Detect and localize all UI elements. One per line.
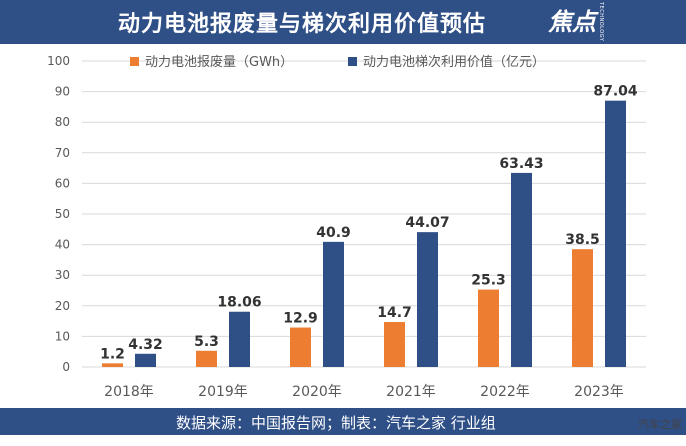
y-tick-label: 10 (55, 329, 70, 343)
y-tick-label: 100 (47, 54, 70, 68)
data-label: 38.5 (565, 232, 600, 248)
bar-scrap-volume (384, 322, 405, 367)
bar-scrap-volume (572, 249, 593, 367)
y-tick-label: 80 (55, 115, 70, 129)
bar-scrap-volume (290, 327, 311, 367)
x-tick-label: 2018年 (104, 384, 154, 400)
brand-logo: 焦点 TECHNOLOGY (548, 2, 604, 41)
brand-logo-subtext: TECHNOLOGY (598, 2, 604, 42)
bar-chart: 0 10 20 30 40 50 60 70 80 90 100 1.24.32 2018年 5.3 18.… (47, 54, 646, 400)
y-tick-label: 70 (55, 146, 70, 160)
chart-title: 动力电池报废量与梯次利用价值预估 (118, 12, 487, 37)
legend-label: 动力电池梯次利用价值（亿元） (363, 54, 545, 70)
data-label: 40.9 (316, 225, 351, 241)
data-source-note: 数据来源：中国报告网；制表：汽车之家 行业组 (176, 414, 496, 432)
data-label: 18.06 (217, 295, 261, 311)
legend-swatch-scrap-volume (130, 57, 139, 66)
y-tick-label: 50 (55, 207, 70, 221)
data-label: 4.32 (128, 337, 163, 353)
data-label: 25.3 (471, 273, 506, 289)
footer-bar: 数据来源：中国报告网；制表：汽车之家 行业组 (0, 408, 686, 435)
y-tick-label: 20 (55, 299, 70, 313)
bar-reuse-value (229, 311, 250, 367)
x-tick-label: 2022年 (480, 384, 530, 400)
brand-logo-text: 焦点 (548, 8, 596, 36)
y-tick-label: 60 (55, 176, 70, 190)
y-tick-label: 30 (55, 268, 70, 282)
x-tick-label: 2021年 (386, 384, 436, 400)
bar-scrap-volume (102, 363, 123, 367)
data-label: 63.43 (499, 156, 543, 172)
y-tick-label: 90 (55, 85, 70, 99)
bar-scrap-volume (478, 289, 499, 367)
legend-swatch-reuse-value (348, 57, 357, 66)
data-label: 1.2 (100, 346, 125, 362)
bar-reuse-value (323, 241, 344, 367)
bar-reuse-value (511, 172, 532, 367)
x-tick-label: 2023年 (574, 384, 624, 400)
watermark: 汽车之家 (638, 418, 682, 431)
bar-scrap-volume (196, 350, 217, 367)
x-tick-label: 2020年 (292, 384, 342, 400)
y-tick-label: 0 (62, 360, 70, 374)
y-tick-label: 40 (55, 238, 70, 252)
legend-label: 动力电池报废量（GWh） (145, 54, 293, 70)
bar-reuse-value (605, 100, 626, 368)
x-tick-label: 2019年 (198, 384, 248, 400)
bar-reuse-value (417, 232, 438, 367)
bar-reuse-value (135, 353, 156, 367)
data-label: 87.04 (593, 84, 638, 100)
data-label: 14.7 (377, 305, 412, 321)
data-label: 12.9 (283, 311, 318, 327)
data-label: 44.07 (405, 215, 449, 231)
data-label: 5.3 (194, 334, 219, 350)
title-bar: 动力电池报废量与梯次利用价值预估 焦点 TECHNOLOGY (0, 0, 686, 44)
chart-area: 0 10 20 30 40 50 60 70 80 90 100 1.2 4.32 2018年 5.3 18.… (6, 44, 680, 408)
